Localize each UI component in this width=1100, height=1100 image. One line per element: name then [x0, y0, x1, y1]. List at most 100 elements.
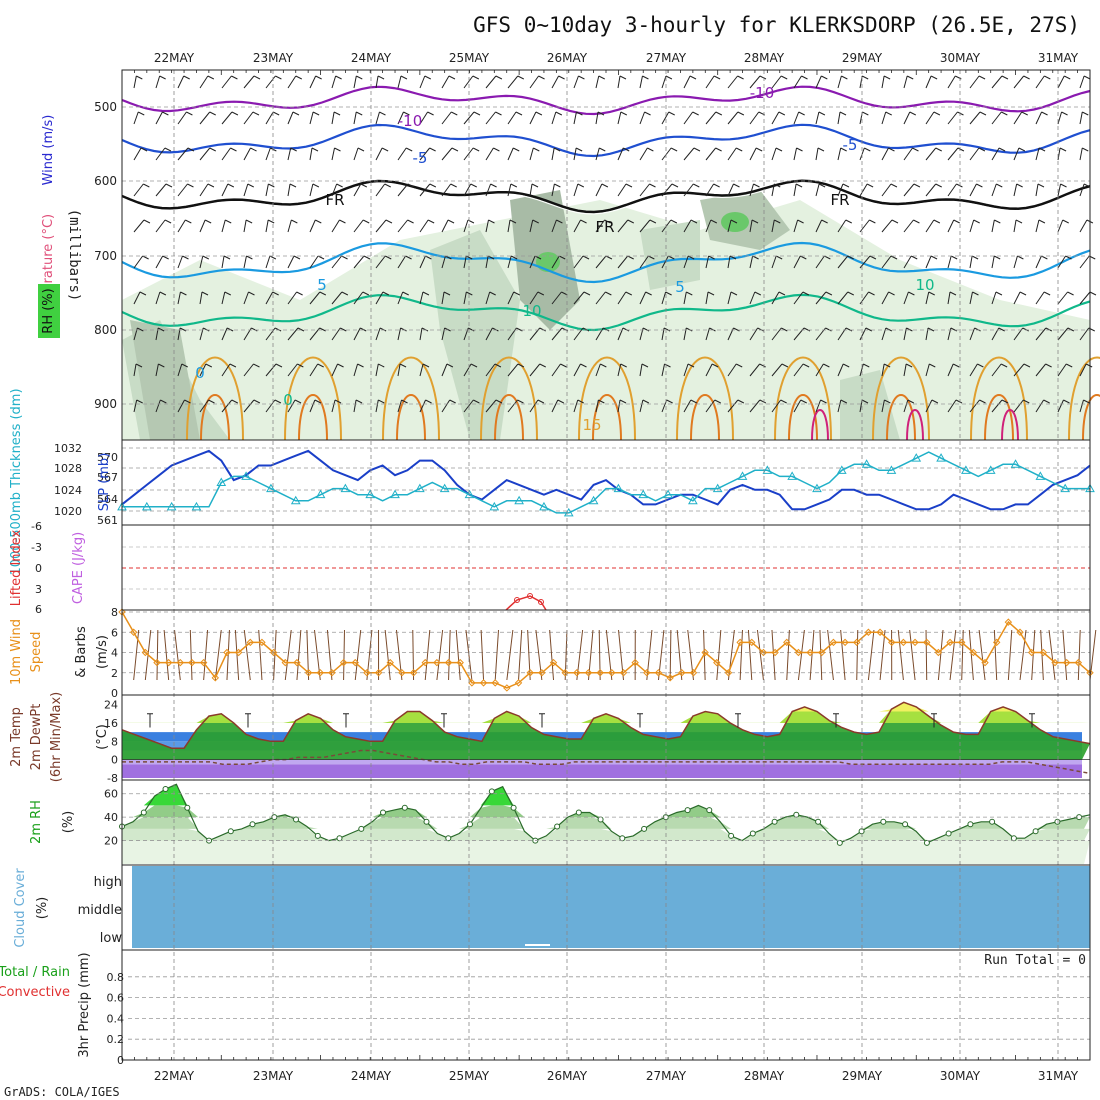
rh-shade-5: [640, 220, 700, 290]
barb-flag: [143, 219, 151, 224]
barb-staff: [1057, 75, 1065, 89]
barb-staff: [771, 75, 782, 89]
barb-flag: [931, 399, 939, 404]
barb-staff: [991, 399, 1003, 413]
wind-barb: [903, 399, 915, 413]
wind-barb: [287, 363, 304, 377]
barb-staff: [793, 219, 799, 233]
barb-flag: [269, 255, 277, 260]
wind10-marker: [678, 669, 686, 677]
wind-barb: [969, 111, 987, 125]
barb-staff: [1057, 219, 1064, 233]
thickness-marker: [688, 495, 698, 505]
barb-flag: [296, 291, 303, 296]
barb-flag: [817, 147, 825, 152]
barb-flag: [473, 111, 481, 116]
barb-flag: [582, 327, 590, 332]
wind-barb: [375, 327, 387, 341]
barb-staff: [265, 399, 276, 413]
wind10-barb: [527, 629, 531, 681]
barb-flag: [317, 255, 325, 260]
barb-staff: [881, 147, 889, 161]
wind-barb: [353, 111, 363, 125]
barb-staff: [1013, 147, 1020, 161]
wind10-barb: [480, 629, 485, 681]
wind10-barb: [296, 629, 302, 681]
barb-staff: [947, 183, 957, 197]
wind10-marker: [141, 648, 150, 657]
wind-barb: [1057, 183, 1067, 197]
barb-flag: [913, 219, 920, 224]
barb-flag: [405, 255, 412, 260]
barb-staff: [529, 399, 539, 413]
wind-barb: [199, 255, 210, 269]
barb-flag: [801, 75, 808, 80]
wind-barb: [705, 363, 719, 377]
barb-flag: [294, 399, 302, 404]
ytick-slp: 1028: [54, 462, 82, 475]
barb-flag: [470, 363, 478, 368]
wind-barb: [463, 255, 473, 269]
barb-flag: [619, 75, 627, 80]
wind-barb: [969, 291, 979, 305]
barb-staff: [397, 219, 408, 233]
wind-barb: [1013, 363, 1031, 377]
barb-staff: [353, 219, 364, 233]
barb-staff: [837, 219, 847, 233]
wind10-barb: [455, 629, 461, 681]
barb-staff: [1079, 291, 1091, 305]
contour-20: [396, 394, 426, 441]
wind-barb: [485, 399, 503, 413]
barb-flag: [142, 255, 149, 260]
ytick-rh2m: 40: [104, 811, 118, 824]
barb-flag: [247, 183, 254, 188]
barb-staff: [969, 291, 973, 305]
barb-flag: [978, 147, 986, 152]
barb-flag: [689, 75, 697, 80]
barb-staff: [1079, 183, 1085, 197]
barb-staff: [353, 291, 364, 305]
wind-barb: [1035, 255, 1048, 269]
barb-staff: [661, 363, 665, 377]
contour-20: [886, 394, 916, 441]
wind-barb: [243, 291, 255, 305]
barb-flag: [869, 255, 877, 260]
thickness-marker: [737, 471, 748, 480]
barb-staff: [639, 75, 643, 89]
barb-flag: [690, 399, 698, 404]
barb-flag: [733, 327, 740, 332]
wind-barb: [859, 363, 870, 377]
wind-barb: [573, 291, 591, 305]
wind-barb: [309, 147, 319, 161]
wind-barb: [463, 147, 480, 161]
barb-staff: [639, 399, 644, 413]
barb-flag: [625, 291, 633, 296]
wind-barb: [771, 219, 781, 233]
barb-flag: [274, 399, 282, 404]
wind10-barb: [174, 629, 181, 681]
barb-flag: [627, 219, 635, 224]
wind-barb: [705, 111, 723, 125]
barb-flag: [385, 255, 392, 260]
thickness-marker: [390, 489, 400, 499]
barb-flag: [494, 363, 502, 368]
barb-flag: [645, 291, 652, 296]
wind-barb: [375, 111, 386, 125]
barb-staff: [1013, 363, 1025, 377]
thickness-marker: [961, 465, 971, 474]
barb-flag: [686, 327, 693, 332]
barb-flag: [866, 183, 874, 188]
barb-flag: [908, 291, 915, 296]
barb-flag: [1023, 75, 1030, 80]
barb-staff: [375, 255, 386, 269]
barb-flag: [319, 327, 326, 332]
barb-staff: [199, 291, 203, 305]
barb-flag: [780, 75, 788, 80]
barb-flag: [539, 363, 546, 368]
barb-staff: [331, 363, 339, 377]
barb-flag: [291, 219, 298, 224]
barb-staff: [199, 147, 211, 161]
barb-staff: [595, 255, 607, 269]
wind10-barb: [669, 629, 672, 681]
barb-flag: [429, 183, 437, 188]
